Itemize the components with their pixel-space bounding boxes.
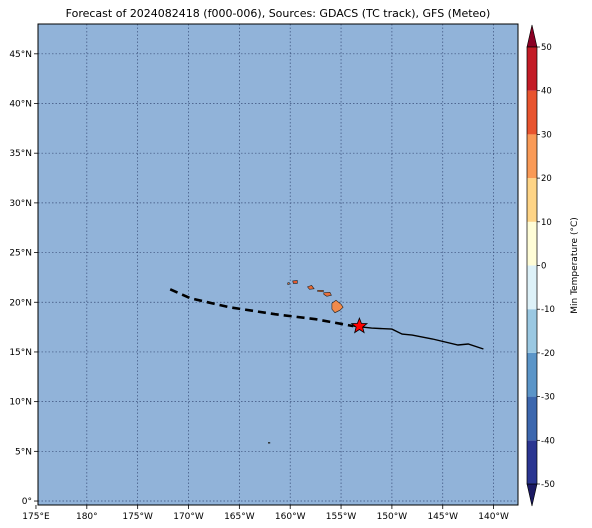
colorbar-segment — [527, 221, 537, 266]
ocean-background — [38, 24, 518, 505]
colorbar-tick-label: 0 — [541, 262, 546, 272]
lat-tick-label: 20°N — [9, 298, 32, 308]
lat-tick-label: 5°N — [15, 447, 32, 457]
lon-tick-label: 165°W — [224, 512, 255, 522]
colorbar-segment — [527, 47, 537, 91]
map-title: Forecast of 2024082418 (f000-006), Sourc… — [65, 7, 491, 20]
lon-tick-label: 175°W — [122, 512, 153, 522]
map-frame — [37, 23, 519, 506]
colorbar-segment — [527, 440, 537, 484]
colorbar-extend-under — [526, 483, 538, 507]
colorbar: -50 -40 -30 -20 -10 0 10 20 30 40 50 Min Temperatur… — [526, 24, 580, 507]
colorbar-tick-label: 40 — [541, 87, 552, 97]
lon-tick-label: 175°E — [22, 512, 50, 522]
graticule-grid — [38, 24, 518, 505]
island-palmyra — [267, 442, 271, 444]
latitude-ticks: 0° 5°N 10°N 15°N 20°N 25°N 30°N 35°N 40°N 45°N — [9, 50, 38, 507]
colorbar-tick-label: 20 — [541, 174, 552, 184]
lat-tick-label: 35°N — [9, 149, 32, 159]
observed-track-line — [353, 325, 484, 350]
storm-tracks — [169, 288, 484, 350]
colorbar-segment — [527, 134, 537, 179]
colorbar-segment — [527, 396, 537, 441]
colorbar-segment — [527, 178, 537, 222]
lat-tick-label: 30°N — [9, 199, 32, 209]
colorbar-extend-over — [526, 24, 538, 48]
lon-tick-label: 170°W — [173, 512, 204, 522]
island-niihau — [287, 281, 290, 285]
colorbar-tick-label: -50 — [541, 480, 555, 490]
lon-tick-label: 140°W — [478, 512, 509, 522]
island-molokai — [317, 289, 324, 293]
colorbar-tick-label: -20 — [541, 349, 555, 359]
lat-tick-label: 45°N — [9, 50, 32, 60]
colorbar-segment — [527, 90, 537, 135]
colorbar-segment — [527, 309, 537, 353]
island-oahu — [306, 285, 315, 290]
land-islands — [267, 280, 344, 444]
lon-tick-label: 160°W — [275, 512, 306, 522]
lon-tick-label: 145°W — [427, 512, 458, 522]
lat-tick-label: 10°N — [9, 398, 32, 408]
island-maui — [323, 291, 332, 297]
island-kauai — [292, 280, 298, 284]
colorbar-label: Min Temperature (°C) — [570, 217, 580, 314]
lon-tick-label: 150°W — [377, 512, 408, 522]
colorbar-tick-label: 10 — [541, 218, 552, 228]
current-position-marker — [350, 316, 369, 334]
colorbar-tick-label: -10 — [541, 305, 555, 315]
colorbar-segment — [527, 265, 537, 310]
lat-tick-label: 0° — [22, 497, 32, 507]
colorbar-tick-label: 50 — [541, 43, 552, 53]
longitude-ticks: 175°E 180° 175°W 170°W 165°W 160°W 155°W 150°W 1… — [22, 505, 509, 522]
lon-tick-label: 155°W — [326, 512, 357, 522]
lat-tick-label: 40°N — [9, 100, 32, 110]
lon-tick-label: 180° — [76, 512, 98, 522]
lat-tick-label: 25°N — [9, 249, 32, 259]
lat-tick-label: 15°N — [9, 348, 32, 358]
colorbar-tick-label: -30 — [541, 393, 555, 403]
island-hawaii — [331, 299, 344, 314]
colorbar-segment — [527, 352, 537, 397]
colorbar-tick-label: -40 — [541, 436, 555, 446]
colorbar-tick-label: 30 — [541, 130, 552, 140]
star-icon — [350, 316, 369, 334]
forecast-track-line — [169, 288, 354, 328]
